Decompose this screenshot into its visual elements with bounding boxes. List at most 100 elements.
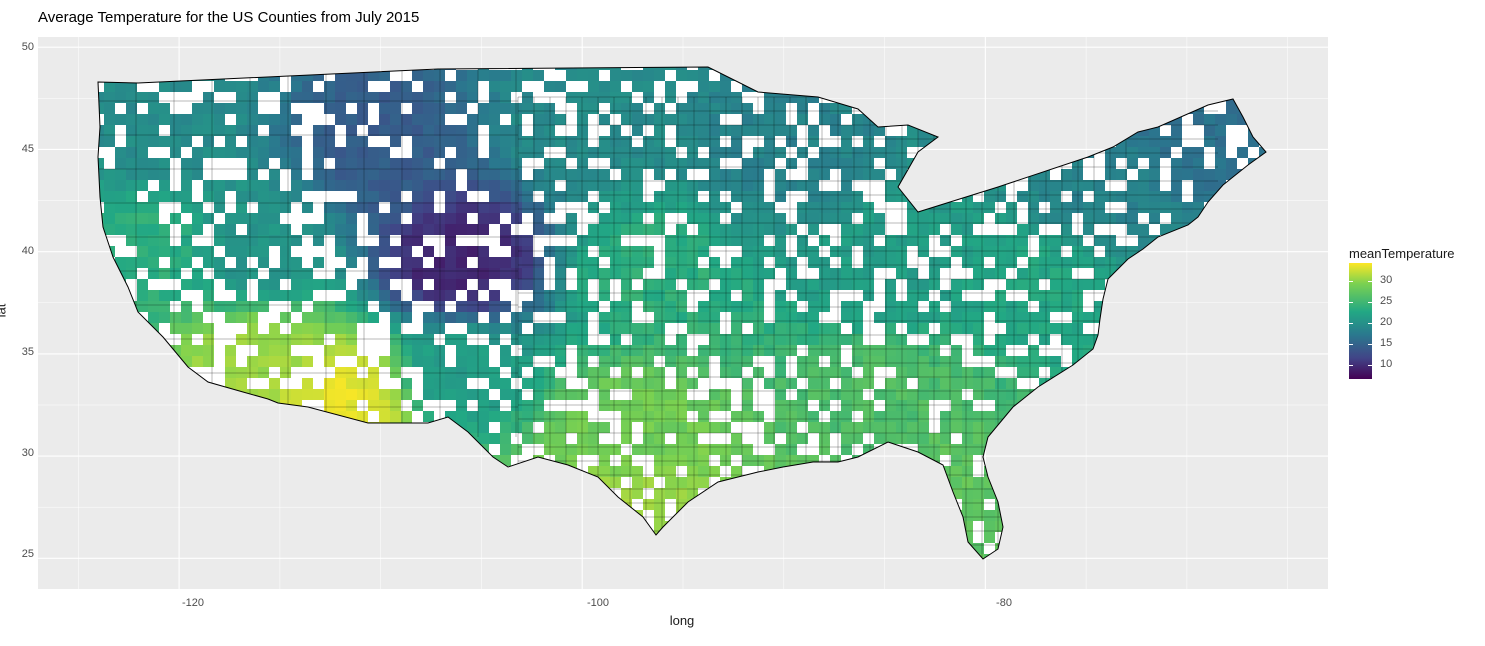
county-no-data: [1281, 158, 1293, 170]
county-no-data: [951, 136, 963, 148]
county-cell: [1127, 70, 1139, 82]
county-no-data: [621, 235, 633, 247]
county-cell: [621, 279, 633, 291]
county-cell: [929, 180, 941, 192]
county-no-data: [797, 268, 809, 280]
county-cell: [346, 180, 358, 192]
county-no-data: [643, 312, 655, 324]
county-cell: [918, 114, 930, 126]
county-cell: [379, 70, 391, 82]
county-cell: [610, 466, 622, 478]
county-cell: [126, 81, 138, 93]
county-cell: [1006, 466, 1018, 478]
county-no-data: [808, 103, 820, 115]
county-cell: [236, 466, 248, 478]
county-cell: [467, 202, 479, 214]
county-cell: [1303, 224, 1315, 236]
county-cell: [1028, 367, 1040, 379]
county-cell: [1006, 213, 1018, 225]
county-cell: [456, 334, 468, 346]
county-cell: [830, 356, 842, 368]
county-cell: [38, 356, 50, 368]
county-cell: [401, 92, 413, 104]
county-cell: [126, 455, 138, 467]
county-cell: [38, 268, 50, 280]
county-cell: [98, 191, 105, 203]
county-cell: [247, 301, 259, 313]
county-cell: [1116, 48, 1128, 60]
county-cell: [1127, 202, 1139, 214]
county-cell: [60, 92, 72, 104]
county-cell: [830, 323, 842, 335]
county-cell: [918, 345, 930, 357]
county-cell: [1028, 81, 1040, 93]
county-cell: [808, 257, 820, 269]
county-cell: [324, 323, 336, 335]
county-cell: [533, 400, 545, 412]
county-cell: [1160, 444, 1172, 456]
county-cell: [236, 290, 248, 302]
county-no-data: [665, 367, 677, 379]
county-no-data: [324, 67, 336, 71]
county-cell: [412, 202, 424, 214]
county-cell: [610, 477, 622, 489]
county-no-data: [357, 345, 369, 357]
county-no-data: [775, 202, 787, 214]
county-no-data: [115, 136, 127, 148]
county-no-data: [1193, 455, 1205, 467]
county-no-data: [1237, 202, 1249, 214]
county-no-data: [1149, 70, 1161, 82]
county-cell: [1292, 125, 1304, 137]
county-cell: [643, 224, 655, 236]
county-no-data: [1127, 455, 1139, 467]
county-no-data: [60, 125, 72, 137]
county-no-data: [951, 268, 963, 280]
county-cell: [940, 202, 952, 214]
county-cell: [456, 81, 468, 93]
county-no-data: [214, 488, 226, 500]
county-cell: [819, 268, 831, 280]
county-no-data: [247, 466, 259, 478]
county-cell: [566, 488, 578, 500]
county-cell: [500, 202, 512, 214]
county-cell: [170, 268, 182, 280]
county-no-data: [1193, 323, 1205, 335]
county-cell: [49, 59, 61, 71]
county-cell: [1193, 48, 1205, 60]
county-cell: [511, 158, 523, 170]
county-cell: [555, 191, 567, 203]
county-cell: [1237, 345, 1249, 357]
county-cell: [49, 389, 61, 401]
county-cell: [379, 400, 391, 412]
county-cell: [1050, 257, 1062, 269]
county-cell: [1226, 158, 1238, 170]
county-cell: [390, 81, 402, 93]
county-no-data: [148, 180, 160, 192]
county-cell: [1292, 455, 1304, 467]
county-cell: [1061, 290, 1073, 302]
county-cell: [654, 169, 666, 181]
county-no-data: [962, 103, 974, 115]
county-cell: [456, 345, 468, 357]
county-no-data: [1314, 81, 1326, 93]
county-cell: [874, 312, 886, 324]
county-cell: [225, 477, 237, 489]
county-cell: [1248, 477, 1260, 489]
county-cell: [665, 444, 677, 456]
county-cell: [698, 312, 710, 324]
county-cell: [390, 466, 402, 478]
county-cell: [1149, 191, 1161, 203]
county-cell: [1193, 444, 1205, 456]
county-cell: [192, 455, 204, 467]
county-cell: [1083, 125, 1095, 137]
county-no-data: [632, 367, 644, 379]
county-cell: [1039, 334, 1051, 346]
county-cell: [830, 367, 842, 379]
county-cell: [247, 334, 259, 346]
county-cell: [368, 378, 380, 390]
county-cell: [753, 213, 765, 225]
county-cell: [764, 213, 776, 225]
county-no-data: [1204, 477, 1216, 489]
county-no-data: [522, 125, 534, 137]
county-cell: [115, 147, 127, 159]
